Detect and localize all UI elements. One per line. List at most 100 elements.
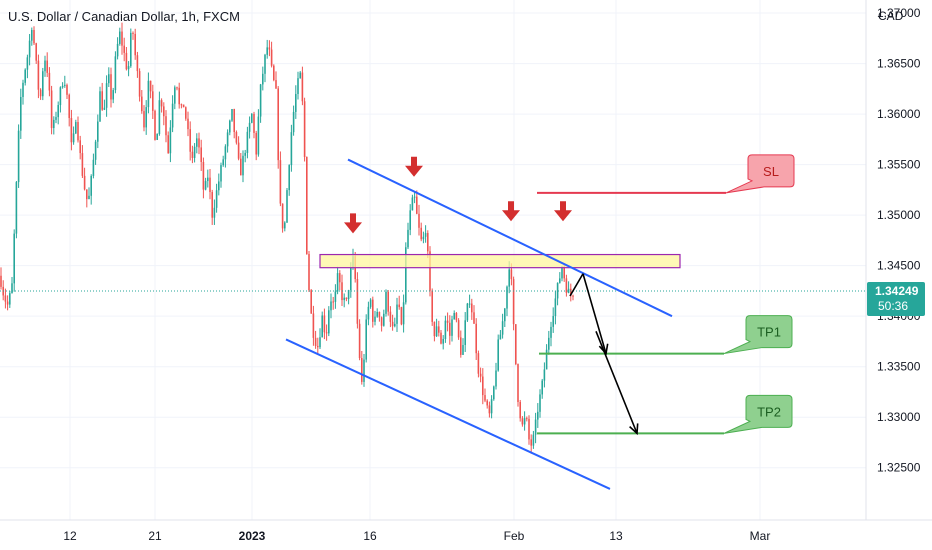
- candle-body: [275, 80, 277, 89]
- candle-body: [409, 210, 411, 230]
- candle-body: [99, 91, 101, 122]
- candle-body: [213, 207, 216, 218]
- candle-body: [504, 308, 506, 322]
- candle-body: [279, 160, 282, 204]
- candle-body: [200, 147, 202, 162]
- candle-body: [541, 380, 543, 395]
- candle-body: [567, 288, 570, 293]
- candle-body: [286, 190, 288, 223]
- candle-body: [61, 85, 64, 88]
- candle-body: [185, 107, 187, 119]
- resistance-zone[interactable]: [319, 253, 681, 269]
- candle-body: [204, 181, 207, 190]
- candle-body: [347, 290, 350, 300]
- candle-body: [81, 153, 84, 176]
- candle-body: [209, 177, 211, 193]
- candle-body: [220, 165, 222, 182]
- candle-body: [319, 337, 321, 348]
- sl-callout[interactable]: [725, 154, 795, 194]
- y-tick-label: 1.37000: [877, 6, 921, 20]
- upper-channel-line[interactable]: [347, 158, 673, 318]
- tp1-callout[interactable]: [723, 315, 793, 355]
- projection-segment[interactable]: [595, 331, 638, 434]
- lower-channel-line[interactable]: [285, 338, 611, 490]
- candle-body: [440, 332, 442, 344]
- candle-body: [367, 306, 370, 320]
- countdown-timer: 50:36: [878, 299, 908, 313]
- candle-body: [132, 32, 134, 34]
- candle-body: [167, 135, 169, 154]
- candle-body: [59, 87, 62, 106]
- candle-body: [26, 57, 29, 70]
- candle-body: [288, 165, 290, 191]
- candle-body: [501, 321, 504, 335]
- candle-body: [112, 90, 114, 100]
- candle-body: [94, 141, 97, 160]
- tp2-callout[interactable]: [723, 394, 793, 434]
- candle-body: [383, 313, 385, 326]
- candle-body: [231, 108, 233, 121]
- x-tick-label: 21: [148, 529, 162, 543]
- candle-body: [72, 133, 75, 143]
- candle-body: [402, 302, 405, 325]
- candle-body: [182, 104, 185, 108]
- candle-body: [270, 49, 273, 66]
- candle-body: [273, 65, 275, 81]
- down-arrow-icon[interactable]: [344, 213, 362, 234]
- candle-body: [563, 266, 565, 279]
- candle-body: [565, 278, 568, 293]
- candle-body: [444, 320, 447, 339]
- candle-body: [314, 337, 317, 346]
- candle-body: [57, 105, 59, 118]
- candle-body: [226, 132, 229, 147]
- candle-body: [380, 317, 383, 326]
- candle-body: [70, 118, 73, 143]
- candle-body: [433, 321, 436, 337]
- down-arrow-icon[interactable]: [405, 156, 423, 177]
- candle-body: [44, 60, 46, 72]
- candle-body: [90, 175, 92, 196]
- candle-body: [508, 269, 510, 287]
- candle-body: [317, 345, 319, 348]
- candle-body: [422, 236, 425, 240]
- candle-body: [248, 122, 251, 132]
- candle-body: [240, 158, 242, 176]
- candle-body: [361, 358, 363, 382]
- candle-body: [378, 311, 381, 318]
- candle-body: [138, 71, 141, 97]
- candle-body: [141, 96, 143, 112]
- x-tick-label: Feb: [504, 529, 525, 543]
- candle-body: [268, 47, 271, 50]
- price-axis[interactable]: 1.325001.330001.335001.340001.345001.350…: [877, 6, 921, 475]
- candle-body: [358, 323, 361, 359]
- candle-body: [53, 119, 55, 129]
- candle-body: [475, 323, 477, 354]
- candle-body: [33, 30, 35, 44]
- candle-body: [154, 110, 156, 140]
- candle-body: [420, 227, 422, 240]
- candle-body: [539, 394, 541, 412]
- candle-body: [46, 60, 48, 73]
- down-arrow-icon[interactable]: [502, 201, 520, 222]
- y-tick-label: 1.36000: [877, 107, 921, 121]
- candle-body: [376, 311, 378, 317]
- projection-segment[interactable]: [582, 273, 607, 354]
- candle-body: [334, 291, 337, 302]
- candle-body: [374, 316, 376, 322]
- candle-body: [147, 80, 150, 108]
- candle-body: [110, 74, 112, 100]
- candle-body: [284, 222, 286, 229]
- candle-body: [143, 111, 145, 128]
- candle-body: [559, 278, 561, 283]
- projection-segment[interactable]: [569, 273, 584, 297]
- candle-body: [537, 411, 539, 420]
- down-arrow-icon[interactable]: [554, 201, 572, 222]
- candle-body: [24, 69, 26, 83]
- candle-body: [519, 401, 521, 419]
- time-axis[interactable]: 12 21 2023 16 Feb 13 Mar: [63, 529, 770, 543]
- candle-body: [451, 319, 453, 336]
- candle-body: [145, 107, 147, 128]
- candle-body: [297, 78, 299, 95]
- candle-body: [570, 288, 572, 296]
